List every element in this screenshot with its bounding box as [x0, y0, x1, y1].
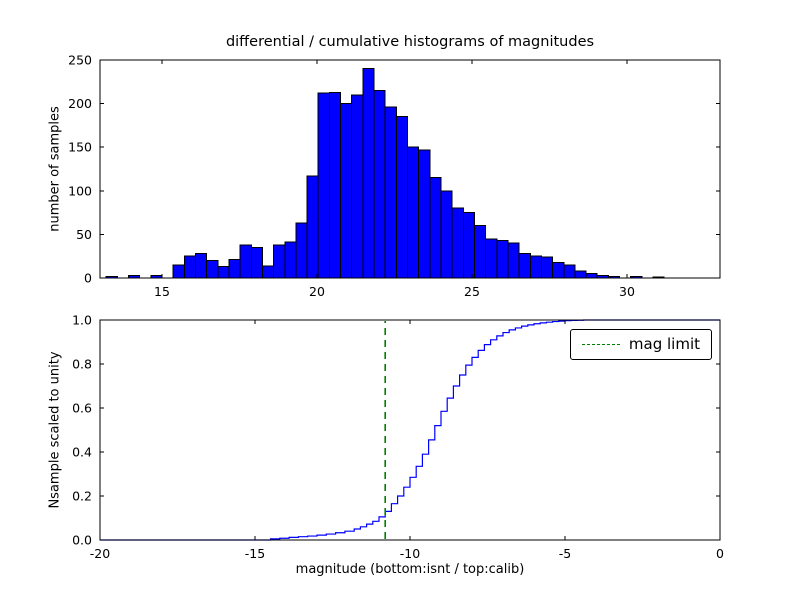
- bottom-plot: -20 -15 -10 -5 0 0.0 0.2 0.4 0.6 0.8 1.0: [72, 313, 724, 562]
- svg-text:250: 250: [68, 53, 92, 68]
- svg-text:25: 25: [464, 284, 480, 299]
- svg-text:-20: -20: [90, 546, 110, 561]
- svg-text:150: 150: [68, 140, 92, 155]
- svg-text:15: 15: [154, 284, 170, 299]
- svg-text:-15: -15: [245, 546, 265, 561]
- svg-text:0: 0: [84, 271, 92, 286]
- legend-box: mag limit: [569, 329, 712, 360]
- svg-text:0.2: 0.2: [72, 489, 92, 504]
- top-plot: 15 20 25 30 0 50 100 150 200 250: [68, 53, 721, 299]
- svg-text:200: 200: [68, 96, 92, 111]
- svg-text:0.0: 0.0: [72, 533, 92, 548]
- svg-text:0: 0: [716, 546, 724, 561]
- chart-title: differential / cumulative histograms of …: [225, 34, 595, 50]
- mag-limit-line-icon: [581, 344, 620, 345]
- svg-text:0.6: 0.6: [72, 401, 92, 416]
- svg-text:20: 20: [309, 284, 325, 299]
- svg-text:0.8: 0.8: [72, 357, 92, 372]
- svg-text:30: 30: [619, 284, 635, 299]
- svg-text:100: 100: [68, 183, 92, 198]
- cumulative-step-line: [100, 319, 720, 541]
- top-histogram-bars: [105, 68, 665, 279]
- top-axes-frame: 15 20 25 30 0 50 100 150 200 250: [68, 53, 721, 299]
- svg-text:0.4: 0.4: [72, 445, 92, 460]
- svg-text:-5: -5: [559, 546, 571, 561]
- svg-text:50: 50: [76, 227, 92, 242]
- svg-text:1.0: 1.0: [72, 313, 92, 328]
- legend-label: mag limit: [628, 335, 700, 353]
- bottom-axes-frame: -20 -15 -10 -5 0 0.0 0.2 0.4 0.6 0.8 1.0: [72, 313, 724, 562]
- svg-text:-10: -10: [400, 546, 420, 561]
- x-axis-label: magnitude (bottom:isnt / top:calib): [295, 562, 525, 577]
